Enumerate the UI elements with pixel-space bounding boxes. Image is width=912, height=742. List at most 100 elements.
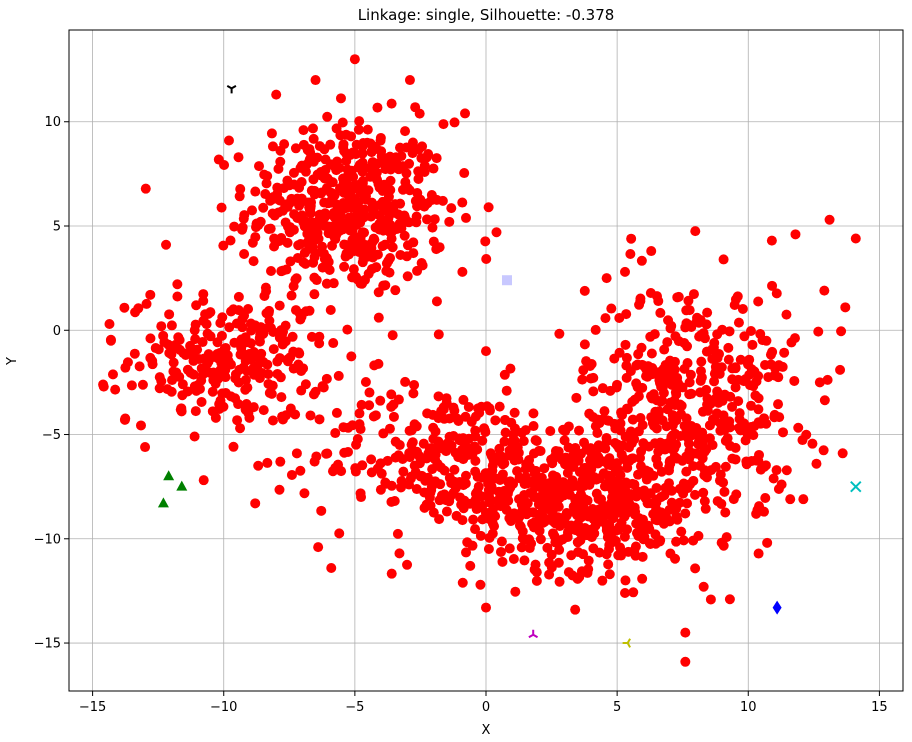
point-circle [610,525,621,536]
point-circle [230,373,241,384]
point-circle [341,155,352,166]
point-circle [318,382,329,393]
point-circle [712,352,723,363]
point-circle [574,425,585,436]
point-circle [789,375,800,386]
point-triangle [163,470,175,481]
point-circle [534,481,545,492]
point-circle [680,627,691,638]
point-circle [480,468,491,479]
point-circle [358,138,369,149]
point-circle [506,515,517,526]
point-circle [572,537,583,548]
point-circle [737,303,748,314]
point-circle [519,555,530,566]
point-circle [225,391,236,402]
point-circle [389,207,400,218]
point-circle [255,216,266,227]
point-circle [749,421,760,432]
point-circle [526,477,537,488]
point-circle [172,291,183,302]
point-circle [510,586,521,597]
y-tick-label: −5 [42,428,61,443]
point-circle [470,524,481,535]
point-circle [120,362,131,373]
point-circle [350,271,361,282]
point-circle [603,477,614,488]
point-circle [325,139,336,150]
point-circle [368,411,379,422]
point-circle [446,478,457,489]
point-circle [298,363,309,374]
point-circle [651,395,662,406]
point-circle [269,233,280,244]
x-tick-label: 15 [871,700,888,715]
point-circle [235,184,246,195]
point-circle [492,452,503,463]
point-circle [308,152,319,163]
point-circle [309,252,320,263]
point-circle [735,354,746,365]
point-circle [641,371,652,382]
point-circle [229,221,240,232]
point-circle [240,332,251,343]
point-circle [819,395,830,406]
point-circle [563,442,574,453]
x-axis-label: X [482,723,491,738]
point-circle [494,401,505,412]
point-circle [579,339,590,350]
point-circle [696,356,707,367]
point-circle [321,373,332,384]
point-circle [390,285,401,296]
point-circle [491,227,502,238]
point-circle [376,468,387,479]
point-circle [271,89,282,100]
point-circle [583,555,594,566]
point-circle [337,117,348,128]
point-circle [568,461,579,472]
point-circle [409,379,420,390]
point-circle [472,471,483,482]
point-circle [506,417,517,428]
point-circle [234,191,245,202]
point-circle [613,550,624,561]
point-circle [730,454,741,465]
point-circle [699,496,710,507]
point-circle [669,356,680,367]
point-circle [310,386,321,397]
point-circle [653,446,664,457]
point-circle [240,384,251,395]
point-circle [547,504,558,515]
point-circle [153,344,164,355]
point-circle [245,318,256,329]
point-circle [207,386,218,397]
point-circle [765,349,776,360]
point-circle [481,253,492,264]
point-circle [599,406,610,417]
point-circle [625,366,636,377]
point-circle [627,414,638,425]
point-circle [504,543,515,554]
point-circle [631,378,642,389]
point-circle [517,533,528,544]
point-circle [554,576,565,587]
point-circle [308,133,319,144]
point-circle [635,296,646,307]
point-circle [366,454,377,465]
point-circle [620,266,630,277]
point-circle [309,272,320,283]
point-circle [388,411,399,422]
y-tick-label: 10 [44,115,61,130]
point-circle [331,123,342,134]
point-circle [145,289,156,300]
point-circle [495,546,506,557]
point-circle [545,425,556,436]
point-circle [430,454,441,465]
point-circle [168,357,179,368]
point-circle [342,324,353,335]
point-circle [268,344,279,355]
point-circle [579,437,590,448]
point-circle [626,233,637,244]
point-circle [516,427,527,438]
point-circle [655,307,666,318]
